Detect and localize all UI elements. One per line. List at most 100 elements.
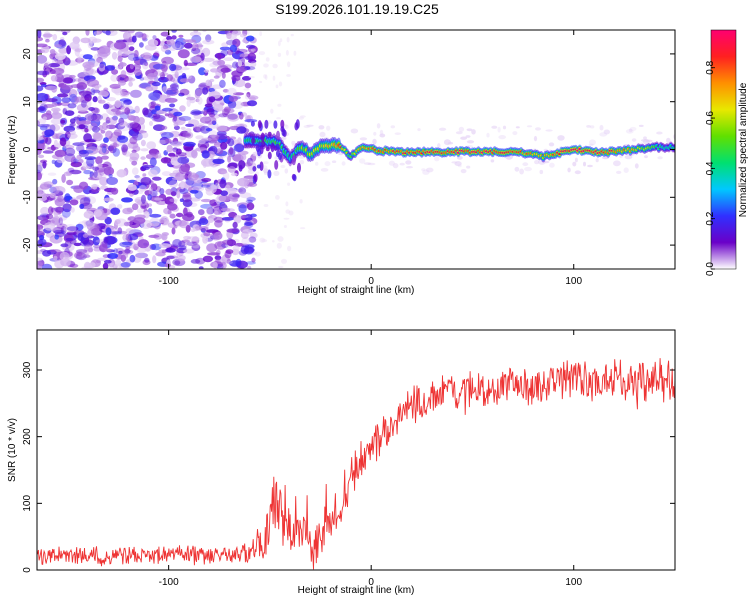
spectrogram-noise-cell: [206, 243, 218, 253]
spectrogram-noise-cell: [161, 56, 174, 65]
snr-series-line: [37, 358, 675, 570]
spectrogram-noise-cell: [46, 213, 54, 220]
spectrogram-noise-cell: [195, 257, 206, 265]
spectrogram-noise-cell: [197, 96, 203, 105]
spectrogram-noise-cell: [65, 195, 73, 201]
spectrogram-noise-cell: [220, 67, 231, 73]
spectrogram-ridge-cell: [260, 132, 265, 142]
spectrogram-noise-cell: [200, 227, 206, 233]
spectrogram-noise-cell: [121, 144, 129, 153]
spectrogram-noise-cell: [192, 243, 200, 249]
spectrogram-noise-cell: [179, 219, 189, 229]
spectrogram-noise-cell: [174, 71, 179, 79]
spectrogram-noise-cell: [66, 91, 73, 100]
spectrogram-noise-cell: [359, 137, 368, 141]
spectrogram-noise-cell: [107, 253, 119, 259]
spectrogram-noise-cell: [87, 247, 94, 253]
spectrogram-noise-cell: [194, 89, 201, 99]
spectrogram-noise-cell: [191, 149, 198, 159]
spectrogram-noise-cell: [326, 125, 331, 131]
y-tick-label: 300: [22, 361, 33, 378]
spectrogram-noise-cell: [140, 148, 149, 152]
spectrogram-noise-cell: [198, 266, 204, 269]
spectrogram-noise-cell: [182, 191, 192, 199]
spectrogram-noise-cell: [172, 147, 179, 153]
spectrogram-noise-cell: [244, 222, 253, 226]
spectrogram-noise-cell: [76, 82, 88, 90]
spectrogram-noise-cell: [127, 233, 139, 241]
spectrogram-noise-cell: [200, 203, 214, 209]
spectrogram-noise-cell: [236, 126, 247, 134]
spectrogram-noise-cell: [85, 30, 90, 36]
spectrogram-noise-cell: [59, 251, 70, 261]
spectrogram-noise-cell: [45, 38, 50, 43]
spectrogram-noise-cell: [182, 132, 192, 138]
spectrogram-noise-cell: [37, 70, 50, 76]
spectrogram-noise-cell: [350, 128, 359, 134]
spectrogram-noise-cell: [226, 31, 232, 40]
spectrogram-noise-cell: [194, 190, 203, 199]
spectrogram-noise-cell: [182, 199, 193, 208]
spectrogram-noise-cell: [238, 215, 249, 219]
spectrogram-noise-cell: [103, 137, 109, 143]
spectrogram-noise-cell: [388, 160, 395, 166]
spectrogram-noise-cell: [227, 49, 234, 56]
spectrogram-noise-cell: [134, 31, 144, 38]
spectrogram-noise-cell: [82, 91, 93, 98]
spectrogram-ridge-cell: [251, 137, 256, 144]
spectrogram-ridge-cell: [265, 146, 270, 152]
spectrogram-noise-cell: [244, 119, 258, 123]
spectrogram-ridge-cell: [275, 143, 280, 150]
spectrogram-noise-cell: [173, 121, 179, 127]
spectrogram-noise-cell: [89, 262, 96, 268]
spectrogram-noise-cell: [188, 197, 201, 202]
spectrogram-noise-cell: [137, 239, 150, 249]
spectrogram-noise-cell: [133, 217, 146, 225]
spectrogram-noise-cell: [249, 61, 257, 68]
spectrogram-ridge-cell: [297, 162, 301, 173]
spectrogram-noise-cell: [640, 139, 649, 142]
spectrogram-noise-cell: [72, 142, 85, 147]
spectrogram-noise-cell: [183, 248, 195, 254]
spectrogram-noise-cell: [250, 48, 256, 52]
spectrogram-noise-cell: [195, 135, 204, 140]
spectrogram-noise-cell: [214, 210, 219, 215]
spectrogram-noise-cell: [190, 56, 202, 63]
spectrogram-noise-cell: [103, 259, 112, 264]
spectrogram-noise-cell: [55, 150, 62, 158]
spectrogram-noise-cell: [94, 85, 100, 92]
spectrogram-noise-cell: [119, 61, 124, 68]
spectrogram-noise-cell: [114, 259, 122, 267]
spectrogram-noise-cell: [244, 66, 256, 71]
spectrogram-noise-cell: [149, 213, 162, 218]
spectrogram-noise-cell: [212, 215, 219, 219]
spectrogram-noise-cell: [656, 131, 663, 135]
spectrogram-noise-cell: [203, 231, 211, 237]
spectrogram-ridge-cell: [259, 161, 264, 171]
spectrogram-noise-cell: [166, 74, 173, 82]
spectrogram-ridge-cell: [253, 173, 258, 183]
spectrogram-noise-cell: [106, 177, 118, 185]
spectrogram-noise-cell: [64, 147, 76, 157]
spectrogram-noise-cell: [205, 188, 215, 196]
spectrogram-noise-cell: [471, 129, 476, 135]
spectrogram-noise-cell: [165, 247, 176, 253]
spectrogram-noise-cell: [186, 75, 192, 80]
spectrogram-noise-cell: [181, 194, 192, 203]
spectrogram-noise-cell: [185, 123, 195, 128]
spectrogram-ridge-cell: [280, 126, 285, 133]
spectrogram-noise-cell: [379, 133, 386, 138]
spectrogram-noise-cell: [629, 126, 637, 131]
spectrogram-noise-cell: [574, 170, 581, 175]
spectrogram-noise-cell: [123, 99, 132, 105]
spectrogram-noise-cell: [144, 257, 150, 263]
spectrogram-noise-cell: [394, 132, 401, 135]
spectrogram-noise-cell: [217, 53, 222, 61]
spectrogram-noise-cell: [129, 121, 139, 128]
spectrogram-noise-cell: [87, 229, 93, 237]
spectrogram-noise-cell: [118, 251, 129, 260]
spectrogram-noise-cell: [192, 49, 203, 56]
spectrogram-ridge-cell: [291, 156, 296, 166]
spectrogram-noise-cell: [41, 263, 53, 269]
spectrogram-noise-cell: [623, 167, 629, 173]
